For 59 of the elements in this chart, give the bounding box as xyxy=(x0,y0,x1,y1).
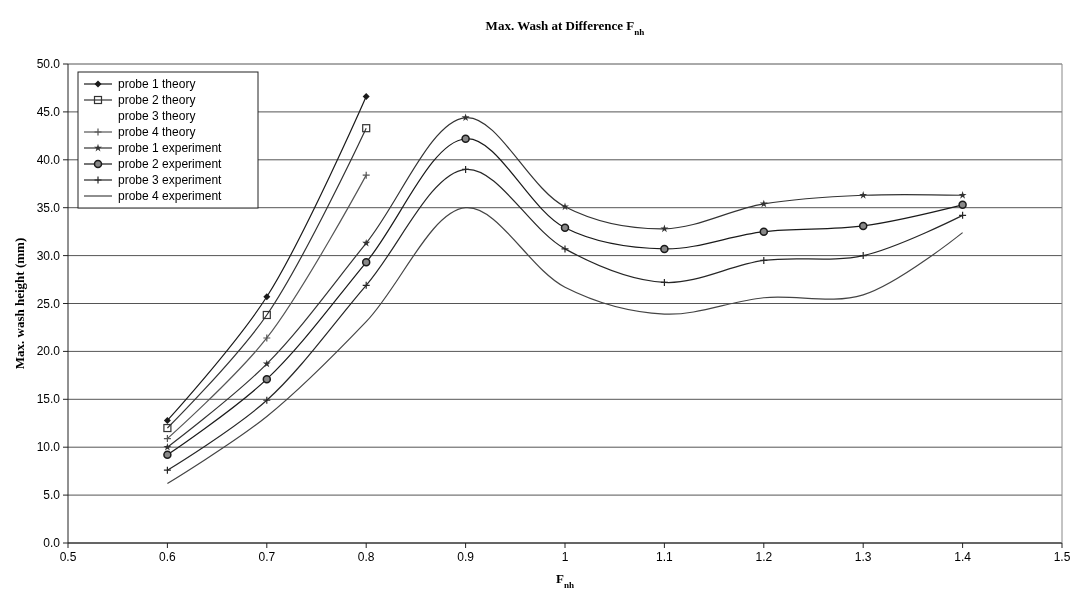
point xyxy=(262,374,272,384)
point xyxy=(163,443,172,451)
point xyxy=(163,423,172,433)
x-tick-label: 1.5 xyxy=(1053,550,1071,564)
point xyxy=(858,221,868,231)
y-tick-label: 15.0 xyxy=(36,392,61,407)
point xyxy=(958,200,967,210)
point xyxy=(461,113,470,122)
x-tick-label: 1.3 xyxy=(854,550,872,564)
point xyxy=(362,124,371,133)
x-tick-label: 1.2 xyxy=(755,550,773,564)
point xyxy=(660,244,669,254)
y-tick-label: 30.0 xyxy=(36,248,61,263)
point xyxy=(759,227,769,236)
point xyxy=(859,191,868,199)
legend-label: probe 3 experiment xyxy=(118,173,223,187)
y-tick-label: 25.0 xyxy=(36,296,61,311)
x-tick-label: 0.5 xyxy=(59,550,77,564)
x-tick-label: 0.8 xyxy=(357,550,375,564)
legend-label: probe 2 theory xyxy=(118,93,196,107)
x-tick-label: 1.4 xyxy=(954,550,972,564)
x-tick-label: 0.9 xyxy=(457,550,475,564)
point xyxy=(362,93,370,101)
point xyxy=(561,202,569,211)
text: probe 3 theory xyxy=(118,109,196,123)
y-tick-label: 0.0 xyxy=(43,536,61,550)
point xyxy=(560,244,570,253)
y-tick-label: 50.0 xyxy=(36,57,61,71)
legend-label: probe 4 experiment xyxy=(118,189,223,203)
point xyxy=(560,223,570,233)
point xyxy=(660,224,669,233)
legend-label: probe 2 experiment xyxy=(118,157,223,171)
point xyxy=(362,171,371,180)
point xyxy=(461,134,470,143)
y-tick-label: 35.0 xyxy=(36,200,61,215)
point xyxy=(958,191,967,199)
legend-label: probe 1 experiment xyxy=(118,141,223,155)
point xyxy=(262,310,271,320)
line-series xyxy=(166,207,964,485)
y-tick-label: 10.0 xyxy=(36,440,61,455)
point xyxy=(163,416,171,424)
y-tick-label: 45.0 xyxy=(36,104,61,119)
y-axis-title: Max. wash height (mm) xyxy=(12,237,27,370)
x-axis-title: F$_{nh}$ xyxy=(555,571,575,590)
x-tick-label: 1 xyxy=(561,550,569,564)
point xyxy=(263,293,271,301)
point xyxy=(362,238,371,247)
chart-title: Max. Wash at Difference F$_{nh}$ xyxy=(485,18,645,37)
x-tick-label: 1.1 xyxy=(656,550,674,564)
y-tick-label: 5.0 xyxy=(43,488,61,503)
legend-label: probe 1 theory xyxy=(118,77,196,91)
point xyxy=(163,450,172,460)
point xyxy=(262,333,271,343)
x-tick-label: 0.7 xyxy=(258,550,276,564)
x-tick-label: 0.6 xyxy=(159,550,177,564)
y-tick-label: 40.0 xyxy=(36,152,61,167)
y-tick-label: 20.0 xyxy=(36,344,61,359)
point xyxy=(361,258,371,267)
legend-label: probe 4 theory xyxy=(118,125,196,139)
